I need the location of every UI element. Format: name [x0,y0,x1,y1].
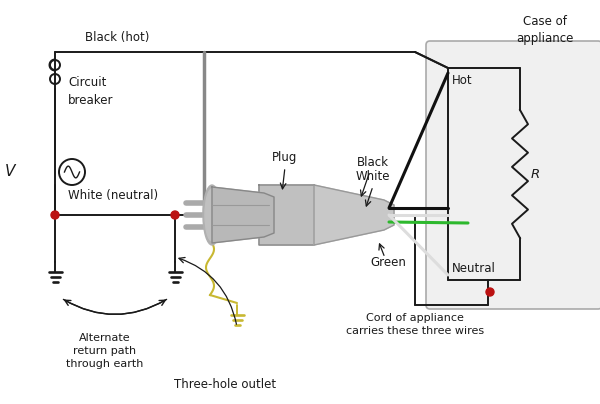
Ellipse shape [203,185,221,245]
Polygon shape [314,185,394,245]
Text: White (neutral): White (neutral) [68,189,158,202]
Text: White: White [356,170,390,183]
Circle shape [486,288,494,296]
Text: Alternate
return path
through earth: Alternate return path through earth [67,333,143,369]
FancyBboxPatch shape [426,41,600,309]
Circle shape [51,211,59,219]
Text: Three-hole outlet: Three-hole outlet [174,379,276,391]
Ellipse shape [205,189,219,241]
Text: Plug: Plug [272,152,298,164]
Text: Black: Black [357,156,389,168]
Text: Black (hot): Black (hot) [85,32,149,44]
Text: Hot: Hot [452,74,473,86]
Text: Case of
appliance: Case of appliance [517,15,574,45]
Text: Neutral: Neutral [452,261,496,274]
Text: Green: Green [370,257,406,269]
Text: R: R [531,168,540,181]
Polygon shape [259,185,324,245]
Circle shape [171,211,179,219]
Text: Cord of appliance
carries these three wires: Cord of appliance carries these three wi… [346,313,484,336]
Text: Circuit
breaker: Circuit breaker [68,76,113,107]
Polygon shape [212,187,274,243]
Text: V: V [5,164,15,179]
